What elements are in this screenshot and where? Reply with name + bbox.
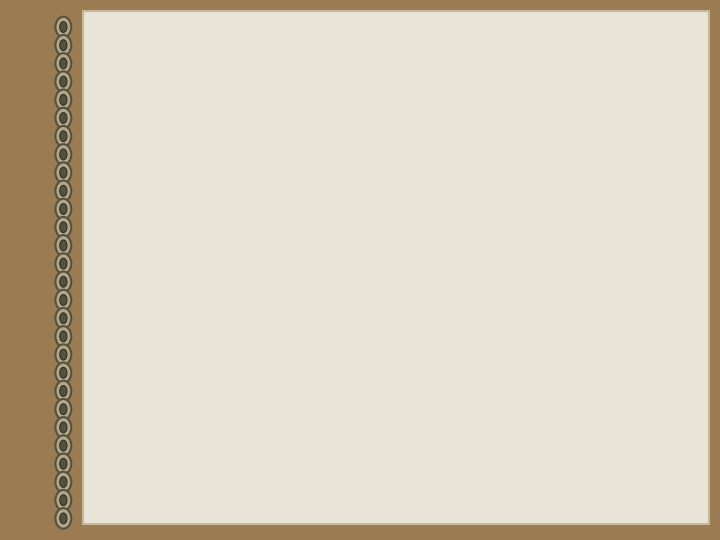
Text: •: • xyxy=(130,203,143,225)
Text: Respiration: Respiration xyxy=(167,152,307,174)
Text: P – opposite: P – opposite xyxy=(167,280,300,302)
Text: 2.: 2. xyxy=(130,152,153,174)
Text: P -- opposite: P -- opposite xyxy=(167,457,303,479)
Text: Digestion: Digestion xyxy=(167,321,283,343)
Text: Biological Effects: Biological Effects xyxy=(243,46,587,85)
Text: •: • xyxy=(130,280,143,302)
Text: S – dilation of bronchiole smooth muscle
which increases diameter: S – dilation of bronchiole smooth muscle… xyxy=(167,203,611,255)
Text: •: • xyxy=(130,457,143,479)
Text: S – decreases activity of organs and
glands: S – decreases activity of organs and gla… xyxy=(167,377,561,429)
Text: 3.: 3. xyxy=(130,321,153,343)
Text: •: • xyxy=(130,377,143,400)
